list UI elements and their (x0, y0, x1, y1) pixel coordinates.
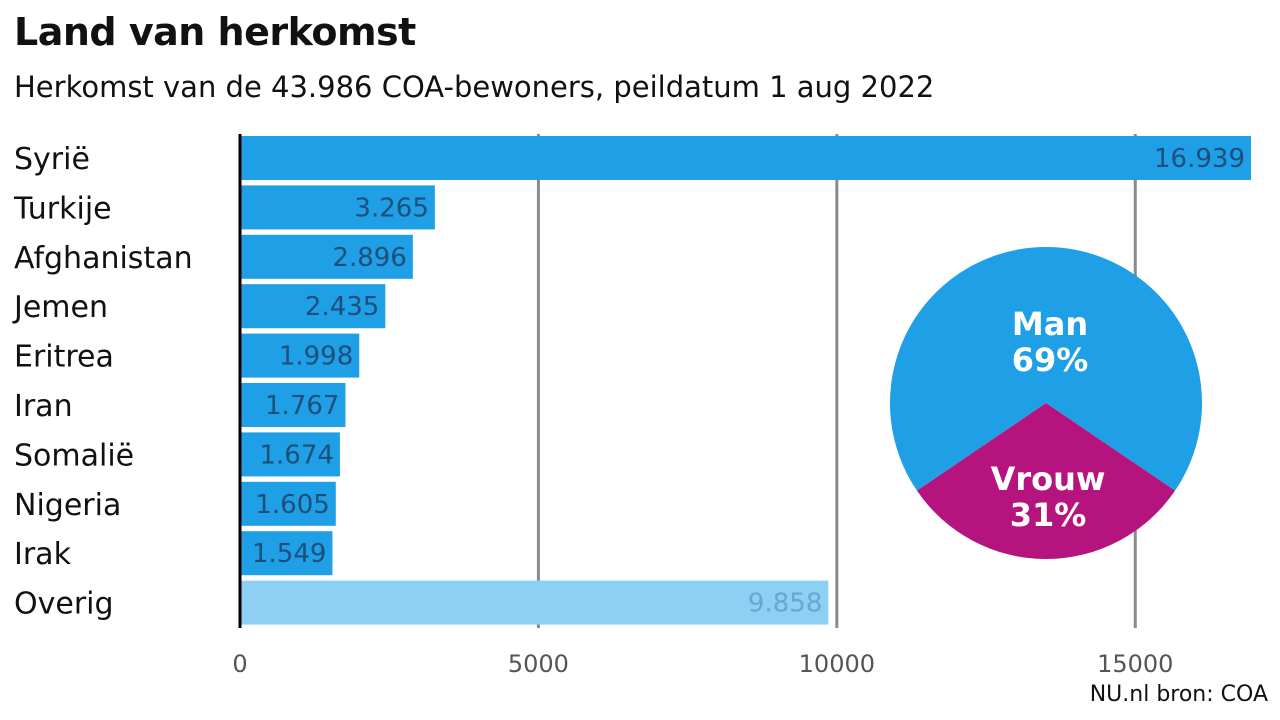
pie-label-vrouw-name: Vrouw (991, 460, 1106, 498)
pie-label-man-value: 69% (1012, 341, 1089, 379)
category-label: Afghanistan (14, 241, 193, 276)
x-tick-label: 0 (232, 650, 247, 678)
bar-value-label: 9.858 (748, 589, 822, 619)
x-axis-ticks: 0 5000 10000 15000 (232, 650, 1173, 678)
category-label: Somalië (14, 438, 134, 473)
category-label: Overig (14, 587, 114, 622)
bar-value-label: 1.605 (255, 490, 329, 520)
category-label: Eritrea (14, 340, 114, 375)
category-label: Turkije (13, 191, 112, 226)
bar (240, 383, 346, 427)
x-tick-label: 5000 (508, 650, 569, 678)
source-credit: NU.nl bron: COA (1089, 682, 1268, 707)
bar (240, 580, 829, 625)
bar-value-label: 16.939 (1154, 144, 1245, 174)
bar-value-label: 2.435 (305, 292, 379, 322)
bar (240, 333, 360, 378)
bar-value-label: 1.674 (259, 440, 333, 470)
pie-label-vrouw-value: 31% (1010, 496, 1087, 534)
category-label: Jemen (12, 290, 108, 325)
category-label: Iran (14, 389, 73, 424)
bar-series: 16.939 3.265 2.896 2.435 1.998 1.767 1.674 1.60… (238, 134, 1251, 628)
x-tick-label: 10000 (799, 650, 875, 678)
category-label: Irak (14, 537, 72, 572)
bar-value-label: 1.549 (252, 539, 326, 569)
category-label: Syrië (14, 142, 90, 177)
bar (240, 432, 340, 477)
bar-value-label: 3.265 (354, 193, 428, 223)
category-labels: Syrië Turkije Afghanistan Jemen Eritrea Iran S… (12, 142, 193, 622)
chart-subtitle: Herkomst van de 43.986 COA-bewoners, pei… (14, 70, 935, 104)
bar (240, 185, 435, 230)
pie-slice-man (889, 246, 1202, 491)
bar (240, 481, 336, 526)
bar (240, 136, 1251, 180)
bar (240, 531, 333, 576)
bar-value-label: 1.998 (279, 342, 353, 372)
bar (240, 284, 386, 329)
bar-value-label: 1.767 (265, 391, 339, 421)
category-label: Nigeria (14, 488, 121, 523)
bar (240, 234, 413, 279)
bar-value-label: 2.896 (332, 243, 406, 273)
pie-label-man-name: Man (1012, 305, 1088, 343)
pie-slice-vrouw (916, 403, 1176, 559)
x-tick-label: 15000 (1097, 650, 1173, 678)
chart-title: Land van herkomst (14, 10, 416, 54)
